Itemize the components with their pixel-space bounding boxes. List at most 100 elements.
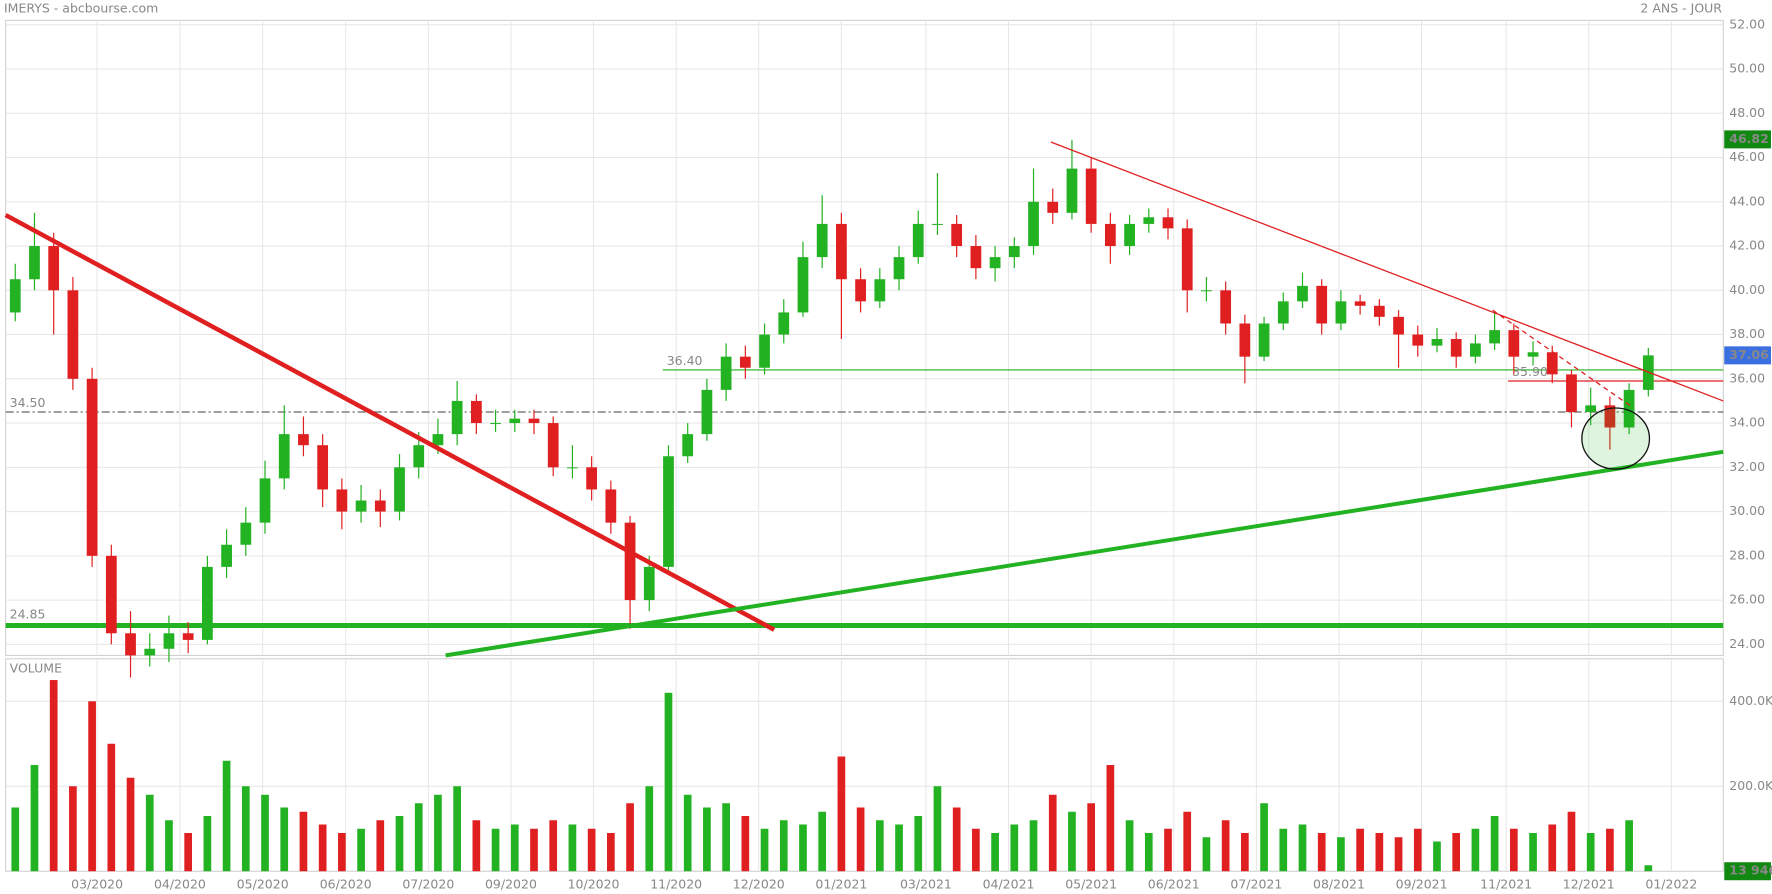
volume-bar xyxy=(626,803,634,872)
candle-body xyxy=(490,423,501,425)
volume-bar xyxy=(1279,828,1288,872)
volume-bar xyxy=(683,794,692,872)
y-tick-label: 40.00 xyxy=(1729,282,1765,297)
volume-bar xyxy=(837,756,846,872)
volume-bar xyxy=(107,743,116,872)
candle-body xyxy=(1585,405,1597,412)
volume-bar xyxy=(1644,865,1653,872)
x-tick-label: 03/2021 xyxy=(900,877,952,892)
y-tick-label: 34.00 xyxy=(1729,415,1765,430)
candle-body xyxy=(1297,285,1308,302)
x-tick-label: 12/2020 xyxy=(733,877,785,892)
x-tick-label: 06/2020 xyxy=(320,877,372,892)
volume-bar xyxy=(357,828,365,872)
candle-body xyxy=(932,223,943,225)
volume-label: VOLUME xyxy=(10,660,62,675)
volume-tag xyxy=(1724,862,1771,881)
volume-bar xyxy=(241,786,250,872)
y-tick-label: 44.00 xyxy=(1729,193,1765,208)
candle-body xyxy=(336,489,348,512)
y-tick-label: 32.00 xyxy=(1729,459,1765,474)
candle-body xyxy=(1277,301,1289,324)
x-tick-label: 08/2021 xyxy=(1313,877,1365,892)
candle-body xyxy=(86,378,98,556)
y-tick-label: 46.00 xyxy=(1729,149,1765,164)
volume-bar xyxy=(1586,832,1595,872)
level-label: 24.85 xyxy=(10,607,46,622)
trendline xyxy=(445,449,1724,658)
volume-bar xyxy=(1241,832,1249,872)
volume-bar xyxy=(1471,828,1480,872)
volume-bar xyxy=(760,828,769,872)
candle-body xyxy=(278,434,290,479)
level-label: 36.40 xyxy=(667,353,703,368)
price-panel xyxy=(5,19,1724,656)
candle-body xyxy=(1028,201,1039,247)
volume-bar xyxy=(30,765,39,872)
volume-bar xyxy=(549,820,558,872)
volume-bar xyxy=(434,794,442,872)
volume-bar xyxy=(510,824,519,872)
x-tick-label: 09/2020 xyxy=(485,877,537,892)
candle-body xyxy=(874,279,886,302)
candle-body xyxy=(701,389,713,435)
volume-bar xyxy=(933,786,942,872)
x-tick-label: 07/2020 xyxy=(402,877,454,892)
volume-bar xyxy=(587,828,596,872)
trendline xyxy=(1050,141,1724,402)
candle-body xyxy=(951,223,963,247)
candle-body xyxy=(67,290,79,379)
trendline xyxy=(1492,309,1634,409)
volume-bar xyxy=(607,832,615,872)
volume-bar xyxy=(203,815,212,872)
candle-body xyxy=(29,246,40,280)
candle-body xyxy=(1354,301,1366,306)
x-tick-label: 10/2020 xyxy=(568,877,620,892)
candle-body xyxy=(1181,228,1193,291)
candle-body xyxy=(509,418,521,424)
x-tick-label: 01/2022 xyxy=(1645,877,1697,892)
volume-bar xyxy=(1164,828,1172,872)
candle-body xyxy=(1412,334,1424,346)
candle-body xyxy=(1104,223,1116,247)
trendline xyxy=(4,213,776,632)
candle-body xyxy=(1047,201,1059,213)
candle-body xyxy=(836,223,847,280)
y-tick-label: 30.00 xyxy=(1729,503,1765,518)
candle-body xyxy=(1508,330,1520,357)
volume-bar xyxy=(1087,803,1096,872)
y-tick-label: 36.00 xyxy=(1729,370,1765,385)
volume-bar xyxy=(1625,820,1633,872)
candle-body xyxy=(1604,405,1616,428)
candle-body xyxy=(1066,168,1078,213)
candle-body xyxy=(1431,338,1443,346)
y-tick-label: 50.00 xyxy=(1729,61,1765,76)
y-tick-label: 28.00 xyxy=(1729,547,1765,562)
candle-body xyxy=(1450,338,1462,357)
volume-bar xyxy=(491,828,500,872)
volume-bar xyxy=(568,824,577,872)
candle-body xyxy=(682,434,694,457)
chart-title: IMERYS - abcbourse.com xyxy=(4,1,158,16)
candle-body xyxy=(259,478,271,523)
volume-bar xyxy=(703,807,711,872)
candle-body xyxy=(163,633,175,649)
candle-body xyxy=(855,279,866,302)
y-tick-label: 24.00 xyxy=(1729,636,1765,651)
volume-bar xyxy=(280,807,289,872)
volume-bar xyxy=(11,807,20,872)
candle-body xyxy=(989,257,1001,269)
candle-body xyxy=(970,246,982,269)
x-tick-label: 05/2021 xyxy=(1065,877,1117,892)
candle-body xyxy=(1201,290,1212,292)
candle-body xyxy=(413,445,425,468)
candle-body xyxy=(1124,223,1135,247)
volume-bar xyxy=(1221,820,1230,872)
candle-body xyxy=(547,423,559,468)
candle-body xyxy=(663,456,674,567)
level-label: 35.90 xyxy=(1512,364,1548,379)
y-tick-label: 42.00 xyxy=(1729,238,1765,253)
volume-bar xyxy=(395,815,404,872)
volume-bar xyxy=(818,811,827,872)
